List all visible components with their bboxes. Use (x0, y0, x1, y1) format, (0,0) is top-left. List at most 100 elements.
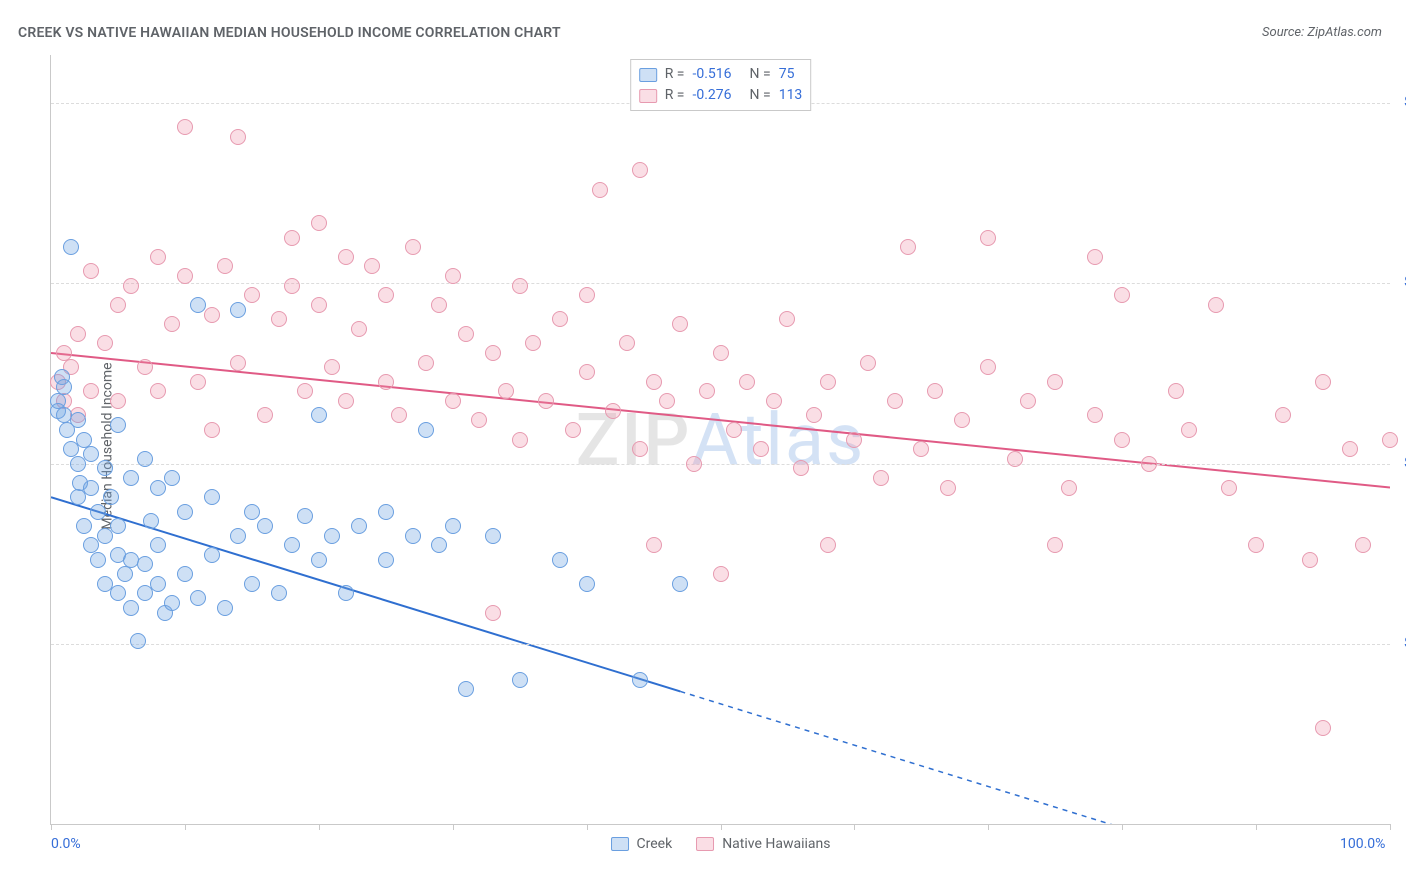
scatter-point-hawaiian (686, 456, 702, 472)
scatter-point-hawaiian (753, 441, 769, 457)
scatter-point-creek (56, 379, 72, 395)
scatter-point-hawaiian (820, 537, 836, 553)
scatter-point-creek (297, 508, 313, 524)
series-legend-label: Creek (637, 836, 673, 852)
scatter-point-hawaiian (779, 311, 795, 327)
x-tick (51, 824, 52, 830)
scatter-point-creek (150, 537, 166, 553)
scatter-point-hawaiian (311, 215, 327, 231)
scatter-point-hawaiian (110, 297, 126, 313)
scatter-point-creek (418, 422, 434, 438)
x-tick (185, 824, 186, 830)
scatter-point-hawaiian (1047, 537, 1063, 553)
scatter-point-hawaiian (257, 407, 273, 423)
scatter-point-creek (110, 417, 126, 433)
scatter-point-hawaiian (1181, 422, 1197, 438)
x-tick (1122, 824, 1123, 830)
scatter-point-hawaiian (1382, 432, 1398, 448)
x-tick (854, 824, 855, 830)
scatter-point-creek (110, 518, 126, 534)
scatter-point-creek (271, 585, 287, 601)
scatter-point-creek (137, 451, 153, 467)
legend-swatch (696, 837, 714, 851)
scatter-point-hawaiian (713, 345, 729, 361)
scatter-point-hawaiian (954, 412, 970, 428)
x-tick (1390, 824, 1391, 830)
scatter-point-creek (230, 528, 246, 544)
scatter-point-creek (204, 547, 220, 563)
scatter-point-hawaiian (1020, 393, 1036, 409)
scatter-point-creek (244, 576, 260, 592)
scatter-point-hawaiian (900, 239, 916, 255)
scatter-point-creek (143, 513, 159, 529)
scatter-point-creek (83, 446, 99, 462)
scatter-point-hawaiian (230, 129, 246, 145)
series-legend-item: Creek (611, 836, 673, 852)
scatter-point-creek (284, 537, 300, 553)
grid-line (51, 644, 1390, 645)
scatter-point-creek (76, 518, 92, 534)
scatter-point-creek (137, 556, 153, 572)
scatter-point-creek (130, 633, 146, 649)
scatter-point-hawaiian (405, 239, 421, 255)
scatter-point-hawaiian (538, 393, 554, 409)
scatter-point-hawaiian (980, 359, 996, 375)
scatter-point-hawaiian (351, 321, 367, 337)
scatter-point-hawaiian (552, 311, 568, 327)
scatter-point-hawaiian (230, 355, 246, 371)
plot-area: ZIPAtlas R = -0.516N = 75R = -0.276N = 1… (50, 55, 1390, 825)
scatter-point-hawaiian (1114, 432, 1130, 448)
scatter-point-hawaiian (284, 278, 300, 294)
scatter-point-creek (378, 504, 394, 520)
scatter-point-hawaiian (512, 432, 528, 448)
scatter-point-hawaiian (378, 287, 394, 303)
scatter-point-creek (431, 537, 447, 553)
grid-line (51, 283, 1390, 284)
scatter-point-hawaiian (1114, 287, 1130, 303)
scatter-point-hawaiian (672, 316, 688, 332)
scatter-point-hawaiian (204, 307, 220, 323)
scatter-point-hawaiian (927, 383, 943, 399)
scatter-point-hawaiian (364, 258, 380, 274)
scatter-point-hawaiian (391, 407, 407, 423)
scatter-point-hawaiian (338, 393, 354, 409)
scatter-point-hawaiian (1248, 537, 1264, 553)
scatter-point-creek (311, 552, 327, 568)
scatter-point-hawaiian (887, 393, 903, 409)
y-tick-label: $112,500 (1392, 274, 1406, 290)
scatter-point-hawaiian (699, 383, 715, 399)
series-legend: CreekNative Hawaiians (611, 836, 831, 852)
scatter-point-creek (217, 600, 233, 616)
scatter-point-hawaiian (150, 383, 166, 399)
scatter-point-hawaiian (83, 263, 99, 279)
scatter-point-creek (97, 460, 113, 476)
scatter-point-hawaiian (1141, 456, 1157, 472)
scatter-point-creek (110, 585, 126, 601)
scatter-point-hawaiian (525, 335, 541, 351)
scatter-point-hawaiian (766, 393, 782, 409)
scatter-point-hawaiian (793, 460, 809, 476)
scatter-point-hawaiian (150, 249, 166, 265)
scatter-point-hawaiian (445, 393, 461, 409)
scatter-point-creek (458, 681, 474, 697)
scatter-point-hawaiian (137, 359, 153, 375)
scatter-point-creek (230, 302, 246, 318)
scatter-point-hawaiian (97, 335, 113, 351)
grid-line (51, 464, 1390, 465)
scatter-point-hawaiian (605, 403, 621, 419)
scatter-point-hawaiian (311, 297, 327, 313)
scatter-point-creek (632, 672, 648, 688)
scatter-point-creek (351, 518, 367, 534)
scatter-point-hawaiian (632, 441, 648, 457)
chart-title: CREEK VS NATIVE HAWAIIAN MEDIAN HOUSEHOL… (18, 25, 561, 41)
scatter-point-hawaiian (190, 374, 206, 390)
scatter-point-hawaiian (324, 359, 340, 375)
scatter-point-hawaiian (1087, 249, 1103, 265)
scatter-point-creek (672, 576, 688, 592)
scatter-point-hawaiian (485, 345, 501, 361)
scatter-point-hawaiian (123, 278, 139, 294)
scatter-point-hawaiian (1342, 441, 1358, 457)
scatter-point-hawaiian (726, 422, 742, 438)
scatter-point-creek (103, 489, 119, 505)
scatter-point-hawaiian (338, 249, 354, 265)
